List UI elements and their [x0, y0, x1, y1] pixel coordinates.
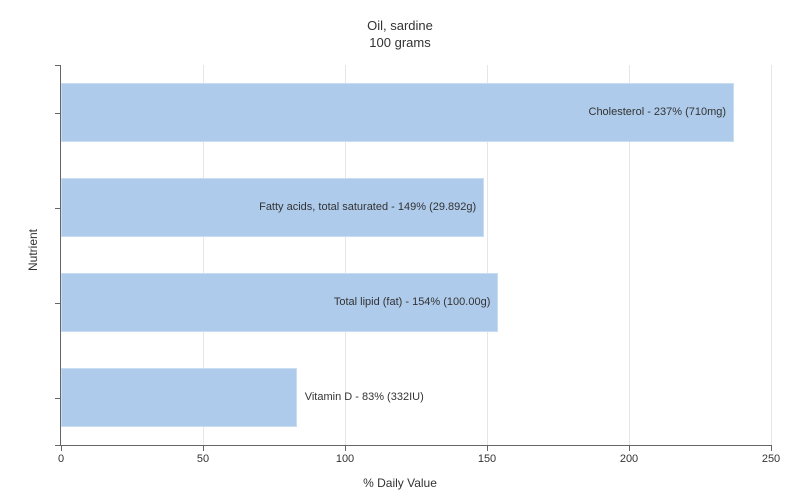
bar-label: Vitamin D - 83% (332IU)	[305, 391, 424, 403]
y-tick	[55, 208, 61, 209]
x-tick-label: 0	[58, 453, 64, 465]
y-tick	[55, 303, 61, 304]
x-tick-label: 250	[762, 453, 780, 465]
x-tick-label: 150	[478, 453, 496, 465]
y-tick	[55, 445, 61, 446]
x-tick-label: 200	[620, 453, 638, 465]
x-tick	[203, 445, 204, 451]
plot-area: 050100150200250Cholesterol - 237% (710mg…	[60, 65, 771, 446]
bar-label: Total lipid (fat) - 154% (100.00g)	[334, 296, 491, 308]
nutrient-bar-chart: Oil, sardine 100 grams Nutrient % Daily …	[0, 0, 800, 500]
bar	[61, 368, 297, 427]
x-tick	[629, 445, 630, 451]
chart-title: Oil, sardine 100 grams	[0, 18, 800, 52]
y-tick	[55, 65, 61, 66]
chart-title-line2: 100 grams	[369, 35, 430, 50]
y-tick	[55, 398, 61, 399]
x-axis-label: % Daily Value	[0, 476, 800, 490]
x-tick	[487, 445, 488, 451]
x-tick-label: 100	[336, 453, 354, 465]
x-tick	[61, 445, 62, 451]
bar-label: Fatty acids, total saturated - 149% (29.…	[259, 201, 476, 213]
y-tick	[55, 113, 61, 114]
x-tick-label: 50	[197, 453, 209, 465]
bar-label: Cholesterol - 237% (710mg)	[589, 106, 727, 118]
x-tick	[771, 445, 772, 451]
x-tick	[345, 445, 346, 451]
chart-title-line1: Oil, sardine	[367, 18, 433, 33]
gridline	[771, 65, 772, 445]
y-axis-label: Nutrient	[26, 229, 40, 271]
